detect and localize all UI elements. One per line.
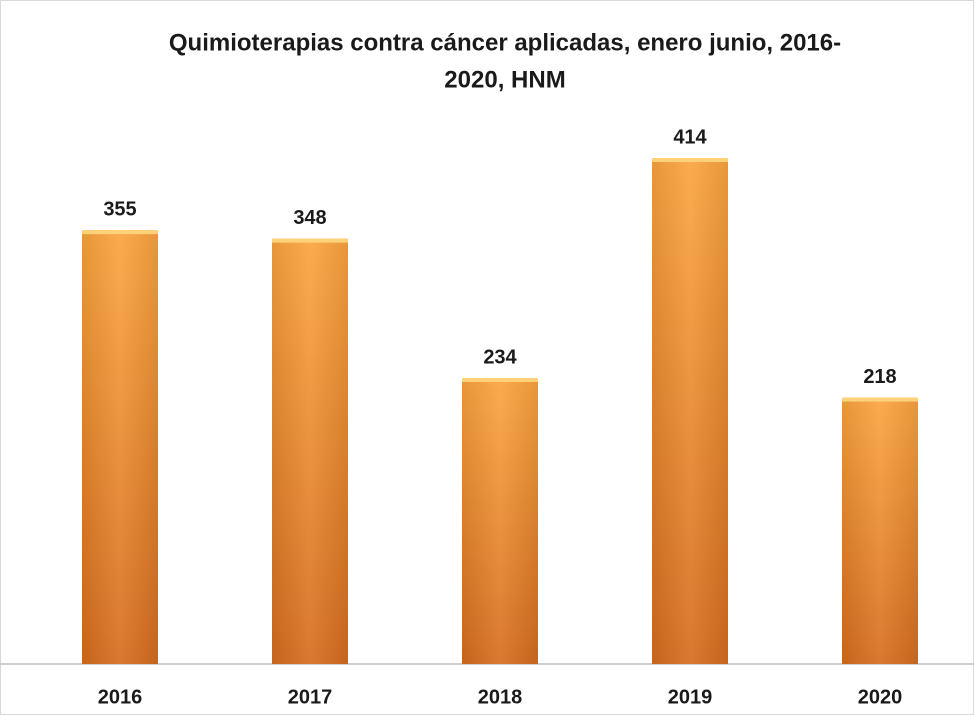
bar-shade bbox=[82, 230, 158, 664]
x-tick-label: 2017 bbox=[288, 686, 333, 708]
bar-rim bbox=[82, 230, 158, 235]
chart-title: 2020, HNM bbox=[444, 66, 565, 93]
value-label: 355 bbox=[103, 198, 136, 220]
bar-shade bbox=[842, 397, 918, 664]
bar-rim bbox=[462, 378, 538, 382]
bar-shade bbox=[272, 238, 348, 664]
x-tick-label: 2018 bbox=[478, 686, 523, 708]
bar-rim bbox=[652, 158, 728, 162]
value-label: 348 bbox=[293, 207, 326, 229]
value-label: 414 bbox=[673, 126, 707, 148]
bar-rim bbox=[842, 397, 918, 402]
value-label: 218 bbox=[863, 366, 896, 388]
value-label: 234 bbox=[483, 346, 517, 368]
bar-shade bbox=[462, 378, 538, 664]
x-tick-label: 2016 bbox=[98, 686, 143, 708]
bar-rim bbox=[272, 238, 348, 243]
x-tick-label: 2020 bbox=[858, 686, 903, 708]
bar-shade bbox=[652, 158, 728, 664]
chart-title: Quimioterapias contra cáncer aplicadas, … bbox=[169, 29, 841, 56]
x-tick-label: 2019 bbox=[668, 686, 713, 708]
